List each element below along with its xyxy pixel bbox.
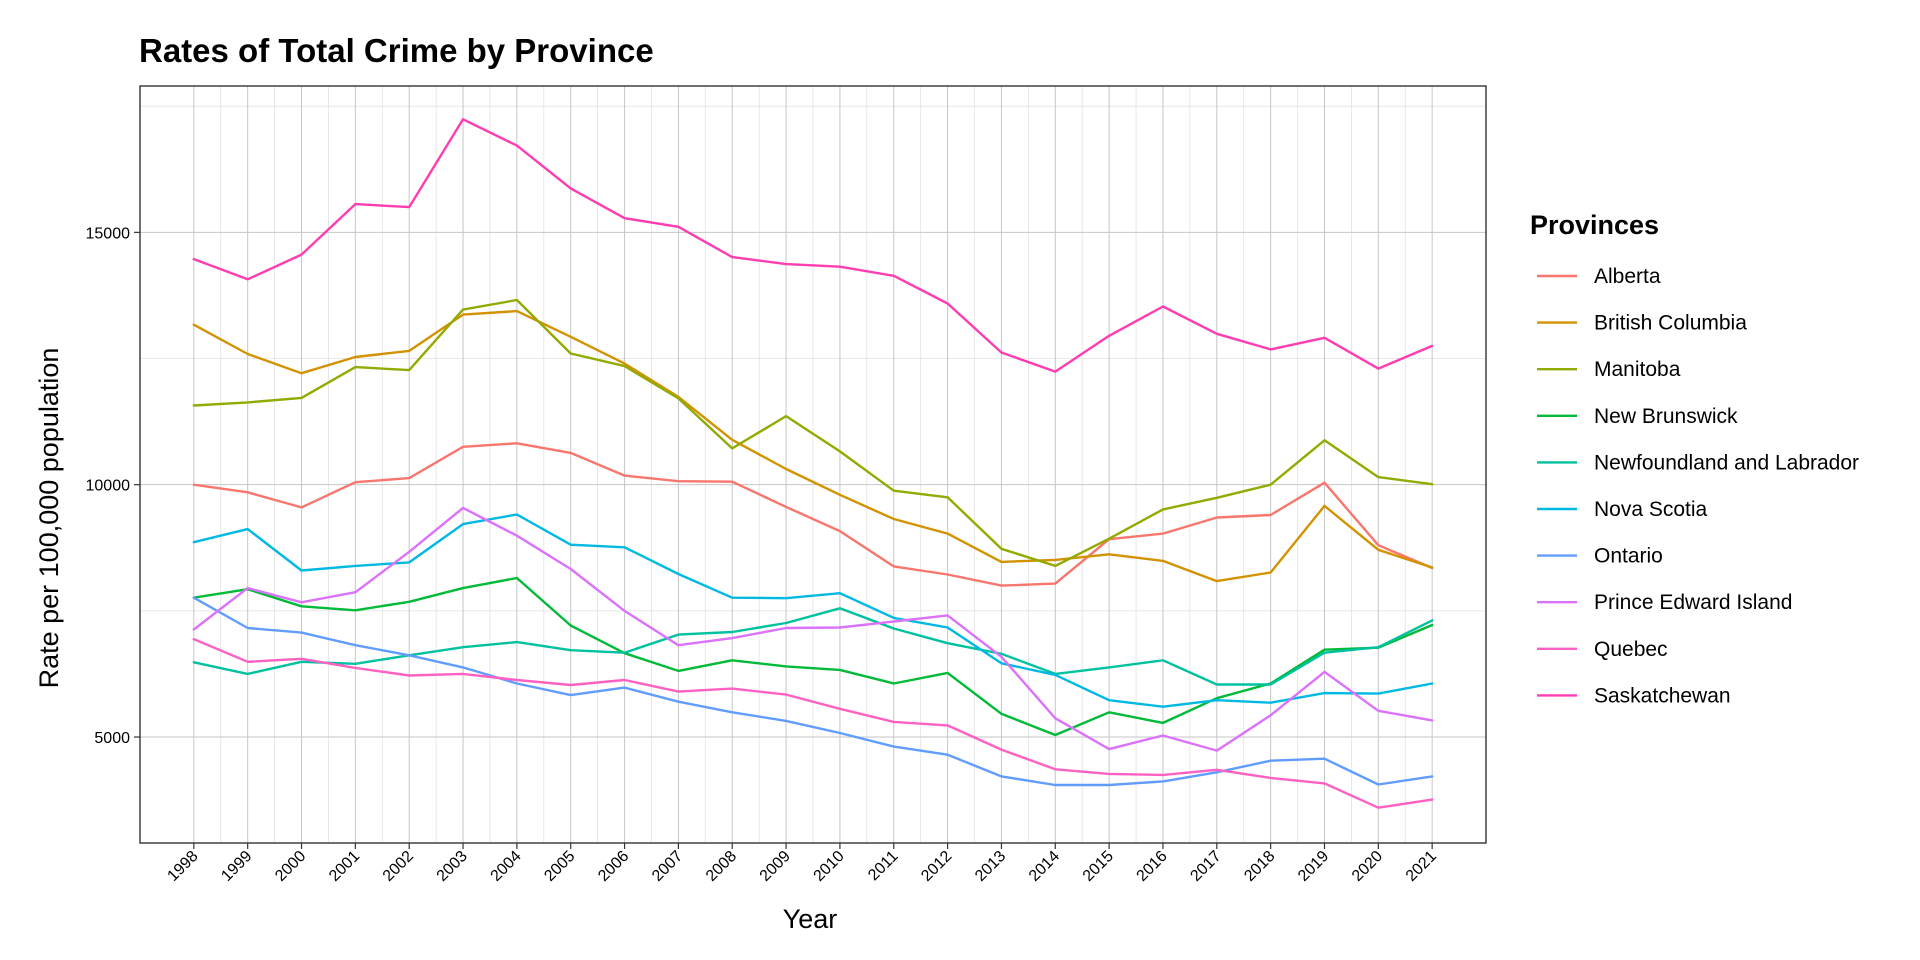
x-tick-label: 2006 — [595, 848, 632, 885]
legend-title: Provinces — [1530, 210, 1659, 240]
legend-label: Alberta — [1594, 265, 1661, 288]
x-tick-label: 2009 — [757, 848, 794, 885]
series-line — [192, 607, 1434, 686]
plot-frame — [139, 85, 1487, 844]
plot-grid — [140, 86, 1486, 843]
legend: Provinces Alberta British Columbia Manitob… — [1530, 210, 1859, 707]
x-tick-label: 2008 — [703, 848, 740, 885]
x-tick-label: 2001 — [326, 848, 363, 885]
x-tick-label: 2021 — [1403, 848, 1440, 885]
x-tick-label: 2010 — [811, 848, 848, 885]
series-line — [192, 576, 1434, 737]
x-tick-label: 2014 — [1026, 848, 1063, 885]
legend-label: Saskatchewan — [1594, 684, 1731, 707]
legend-label: Nova Scotia — [1594, 498, 1708, 521]
x-tick-label: 2019 — [1295, 848, 1332, 885]
x-tick-label: 2013 — [972, 848, 1009, 885]
x-tick-label: 1999 — [218, 848, 255, 885]
series-lines — [192, 118, 1434, 809]
x-tick-label: 2007 — [649, 848, 686, 885]
legend-label: British Columbia — [1594, 312, 1747, 335]
legend-label: Prince Edward Island — [1594, 591, 1792, 614]
x-tick-label: 2016 — [1134, 848, 1171, 885]
x-tick-label: 2011 — [865, 848, 901, 884]
x-tick-label: 2004 — [488, 848, 525, 885]
series-line — [192, 506, 1434, 752]
x-tick-label: 2017 — [1187, 848, 1224, 885]
x-axis-title: Year — [783, 904, 838, 934]
legend-label: Ontario — [1594, 545, 1663, 568]
series-line — [192, 513, 1434, 708]
series-line — [192, 442, 1434, 587]
x-tick-label: 2012 — [918, 848, 955, 885]
legend-label: New Brunswick — [1594, 405, 1738, 428]
x-tick-label: 2018 — [1241, 848, 1278, 885]
y-axis: 5000 10000 15000 — [86, 225, 140, 747]
y-tick-label: 15000 — [86, 225, 131, 242]
x-axis: 1998 1999 2000 2001 2002 2003 2004 2005 2006 2007… — [164, 843, 1440, 885]
series-line — [192, 298, 1434, 568]
series-line — [192, 118, 1434, 373]
y-tick-label: 5000 — [94, 730, 130, 747]
x-tick-label: 2002 — [380, 848, 417, 885]
x-tick-label: 2005 — [541, 848, 578, 885]
series-line — [192, 309, 1434, 583]
legend-label: Manitoba — [1594, 358, 1681, 381]
x-tick-label: 2000 — [272, 848, 309, 885]
x-tick-label: 2003 — [434, 848, 471, 885]
legend-label: Quebec — [1594, 638, 1668, 661]
legend-label: Newfoundland and Labrador — [1594, 451, 1859, 474]
x-tick-label: 2020 — [1349, 848, 1386, 885]
y-axis-title: Rate per 100,000 population — [34, 348, 64, 689]
series-line — [192, 637, 1434, 809]
chart-title: Rates of Total Crime by Province — [139, 32, 654, 69]
y-tick-label: 10000 — [86, 478, 131, 495]
x-tick-label: 2015 — [1080, 848, 1117, 885]
x-tick-label: 1998 — [164, 848, 201, 885]
